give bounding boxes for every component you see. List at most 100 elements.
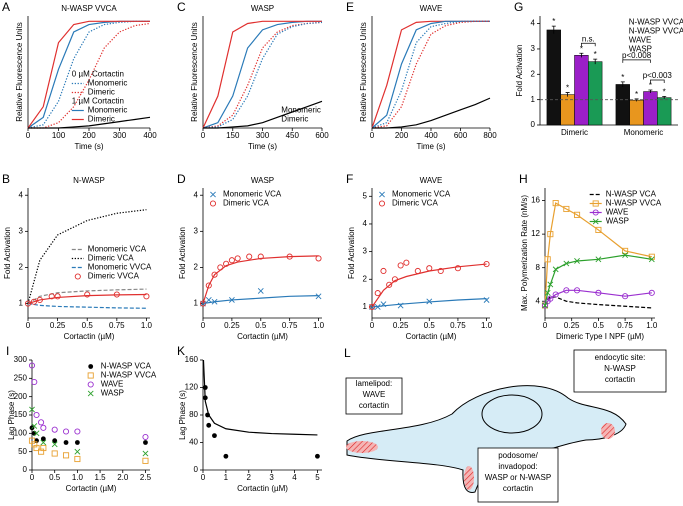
panel-letter: E xyxy=(346,0,354,14)
panel-letter: B xyxy=(2,172,10,186)
legend-label: N-WASP VVCA xyxy=(629,18,683,27)
y-tick-label: 12 xyxy=(531,229,540,238)
x-tick-label: 4 xyxy=(292,473,297,482)
x-tick-label: 2.5 xyxy=(140,473,152,482)
y-tick-label: 2 xyxy=(194,263,199,272)
x-tick-label: 1 xyxy=(224,473,229,482)
label-box xyxy=(477,447,559,503)
data-point xyxy=(205,282,212,289)
legend-swatch xyxy=(379,191,385,198)
annotation: p<0.008 xyxy=(622,51,652,60)
legend-label: WASP xyxy=(629,45,652,54)
x-tick-label: 0.5 xyxy=(593,321,605,330)
data-point xyxy=(547,281,554,288)
x-tick-label: 0 xyxy=(370,131,375,140)
y-tick-label: 4 xyxy=(536,296,541,305)
y-tick-label: 0 xyxy=(194,465,199,474)
data-point xyxy=(542,302,548,309)
series-line xyxy=(202,21,323,129)
x-tick-label: 0 xyxy=(543,321,548,330)
data-point xyxy=(143,293,150,300)
bar-label: * xyxy=(635,90,638,99)
x-tick-label: 5 xyxy=(315,473,320,482)
diagram-label: cortactin xyxy=(503,484,533,493)
y-axis-label: Fold Activation xyxy=(347,227,356,279)
data-point xyxy=(595,226,602,233)
bar xyxy=(629,99,644,126)
x-tick-label: 0 xyxy=(26,131,31,140)
y-tick-label: 2 xyxy=(363,274,368,283)
data-point xyxy=(205,297,212,303)
x-tick-label: 0 xyxy=(201,131,206,140)
data-point xyxy=(51,426,58,433)
legend-swatch xyxy=(88,364,94,369)
legend-label: N-WASP VCA xyxy=(101,362,152,371)
legend-label: Monomeric VCA xyxy=(223,190,282,199)
data-point xyxy=(246,253,253,260)
x-tick-label: Monomeric xyxy=(624,128,664,137)
data-point xyxy=(397,262,404,269)
series-line xyxy=(371,263,487,308)
data-point xyxy=(315,453,320,459)
significance-bracket xyxy=(622,59,651,63)
series-line xyxy=(28,116,151,129)
data-point xyxy=(563,287,570,294)
endocytic-site xyxy=(601,423,615,439)
legend-swatch xyxy=(209,200,217,207)
x-axis-label: Dimeric Type I NPF (µM) xyxy=(556,332,644,341)
x-tick-label: 150 xyxy=(226,131,240,140)
chart-title: WAVE xyxy=(420,4,443,13)
data-point xyxy=(84,291,91,298)
y-tick-label: 40 xyxy=(189,438,198,447)
data-point xyxy=(74,448,81,455)
data-point xyxy=(573,287,581,294)
data-point xyxy=(573,211,581,218)
bar xyxy=(574,55,589,126)
x-tick-label: 0 xyxy=(370,321,375,330)
diagram-label: WASP or N-WASP xyxy=(485,473,551,482)
series-line xyxy=(28,22,151,129)
significance-bracket xyxy=(650,79,665,84)
y-tick-label: 4 xyxy=(363,219,368,228)
error-bar xyxy=(662,95,667,99)
data-point xyxy=(142,450,149,457)
y-tick-label: 4 xyxy=(194,190,199,199)
data-point xyxy=(622,247,629,254)
x-tick-label: 0.75 xyxy=(450,321,466,330)
data-point xyxy=(28,362,36,369)
legend-label: Dimeric xyxy=(88,88,115,97)
x-tick-label: 100 xyxy=(52,131,66,140)
bar-label: * xyxy=(649,81,652,90)
data-point xyxy=(142,457,149,464)
y-tick-label: 150 xyxy=(14,410,28,419)
legend-label: Monomeric xyxy=(281,106,321,115)
error-bar xyxy=(551,25,556,34)
x-tick-label: 400 xyxy=(143,131,157,140)
data-point xyxy=(552,291,559,298)
data-point xyxy=(33,430,40,437)
x-tick-label: 0.5 xyxy=(255,321,267,330)
chart-title: N-WASP xyxy=(73,176,105,185)
series-line xyxy=(202,359,318,436)
x-tick-label: 2.0 xyxy=(117,473,129,482)
legend-title: 1 µM Cortactin xyxy=(72,97,124,106)
bar-label: * xyxy=(566,84,569,93)
y-tick-label: 16 xyxy=(531,196,540,205)
data-point xyxy=(223,453,229,459)
significance-bracket xyxy=(581,42,596,47)
data-point xyxy=(51,441,58,448)
legend-label: N-WASP VVCA xyxy=(101,371,157,380)
legend-swatch xyxy=(210,191,216,198)
legend-label: Dimeric VCA xyxy=(392,199,438,208)
bar xyxy=(588,61,603,126)
x-tick-label: 200 xyxy=(82,131,96,140)
bar xyxy=(643,91,658,126)
data-point xyxy=(74,428,81,435)
y-tick-label: 160 xyxy=(185,355,199,364)
annotation: p<0.003 xyxy=(643,71,673,80)
y-tick-label: 200 xyxy=(14,392,28,401)
error-bar xyxy=(620,81,625,87)
legend-label: Dimeric VCA xyxy=(88,254,134,263)
x-axis-label: Cortactin (µM) xyxy=(237,484,288,493)
data-point xyxy=(142,433,149,441)
